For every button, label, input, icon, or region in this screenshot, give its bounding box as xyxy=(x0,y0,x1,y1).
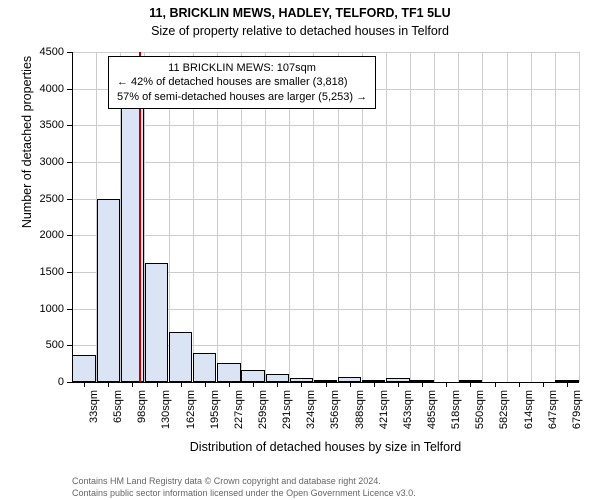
x-tick-label: 647sqm xyxy=(547,390,559,429)
x-tick-label: 614sqm xyxy=(523,390,535,429)
y-tick-label: 1000 xyxy=(40,303,64,315)
chart-container: 11, BRICKLIN MEWS, HADLEY, TELFORD, TF1 … xyxy=(0,0,600,500)
y-tick-label: 1500 xyxy=(40,266,64,278)
x-tick-label: 485sqm xyxy=(426,390,438,429)
grid-line xyxy=(482,52,483,382)
chart-title-line2: Size of property relative to detached ho… xyxy=(0,24,600,38)
x-tick-label: 679sqm xyxy=(571,390,583,429)
histogram-bar xyxy=(241,370,264,382)
histogram-bar xyxy=(97,199,120,382)
grid-line xyxy=(507,52,508,382)
y-tick-label: 2000 xyxy=(40,229,64,241)
histogram-bar xyxy=(145,263,168,382)
x-tick-label: 518sqm xyxy=(450,390,462,429)
grid-line xyxy=(72,52,579,53)
x-axis-line xyxy=(72,382,579,383)
footer-line: Contains HM Land Registry data © Crown c… xyxy=(72,476,416,488)
x-tick-label: 98sqm xyxy=(136,390,148,423)
x-tick-label: 162sqm xyxy=(185,390,197,429)
histogram-bar xyxy=(193,353,216,382)
histogram-bar xyxy=(72,355,95,382)
x-tick-label: 227sqm xyxy=(233,390,245,429)
footer-credits: Contains HM Land Registry data © Crown c… xyxy=(72,476,416,499)
y-axis-label: Number of detached properties xyxy=(20,0,34,307)
y-tick-label: 3500 xyxy=(40,119,64,131)
grid-line xyxy=(531,52,532,382)
x-tick-label: 453sqm xyxy=(402,390,414,429)
grid-line xyxy=(72,235,579,236)
grid-line xyxy=(555,52,556,382)
histogram-bar xyxy=(266,374,289,382)
annotation-line: 11 BRICKLIN MEWS: 107sqm xyxy=(117,61,367,75)
grid-line xyxy=(386,52,387,382)
grid-line xyxy=(434,52,435,382)
x-tick-label: 65sqm xyxy=(112,390,124,423)
x-tick-label: 356sqm xyxy=(330,390,342,429)
annotation-line: 57% of semi-detached houses are larger (… xyxy=(117,90,367,104)
y-tick-label: 500 xyxy=(46,339,64,351)
x-tick-label: 324sqm xyxy=(305,390,317,429)
footer-line: Contains public sector information licen… xyxy=(72,488,416,500)
y-tick-label: 4000 xyxy=(40,83,64,95)
x-tick-label: 550sqm xyxy=(474,390,486,429)
grid-line xyxy=(72,199,579,200)
histogram-bar xyxy=(217,363,240,382)
x-tick-label: 33sqm xyxy=(88,390,100,423)
y-tick-label: 2500 xyxy=(40,193,64,205)
grid-line xyxy=(410,52,411,382)
x-axis-label: Distribution of detached houses by size … xyxy=(72,440,579,454)
x-tick-label: 582sqm xyxy=(499,390,511,429)
x-tick-label: 291sqm xyxy=(281,390,293,429)
x-tick-label: 421sqm xyxy=(378,390,390,429)
x-tick-label: 259sqm xyxy=(257,390,269,429)
annotation-box: 11 BRICKLIN MEWS: 107sqm← 42% of detache… xyxy=(108,56,376,109)
histogram-bar xyxy=(169,332,192,382)
y-tick-label: 3000 xyxy=(40,156,64,168)
x-tick-label: 130sqm xyxy=(161,390,173,429)
annotation-line: ← 42% of detached houses are smaller (3,… xyxy=(117,75,367,89)
grid-line xyxy=(579,52,580,382)
x-tick-label: 195sqm xyxy=(209,390,221,429)
grid-line xyxy=(72,125,579,126)
grid-line xyxy=(72,162,579,163)
y-tick-label: 0 xyxy=(58,376,64,388)
grid-line xyxy=(458,52,459,382)
x-tick-label: 388sqm xyxy=(354,390,366,429)
y-tick-label: 4500 xyxy=(40,46,64,58)
y-axis-line xyxy=(72,52,73,382)
chart-title-line1: 11, BRICKLIN MEWS, HADLEY, TELFORD, TF1 … xyxy=(0,6,600,20)
